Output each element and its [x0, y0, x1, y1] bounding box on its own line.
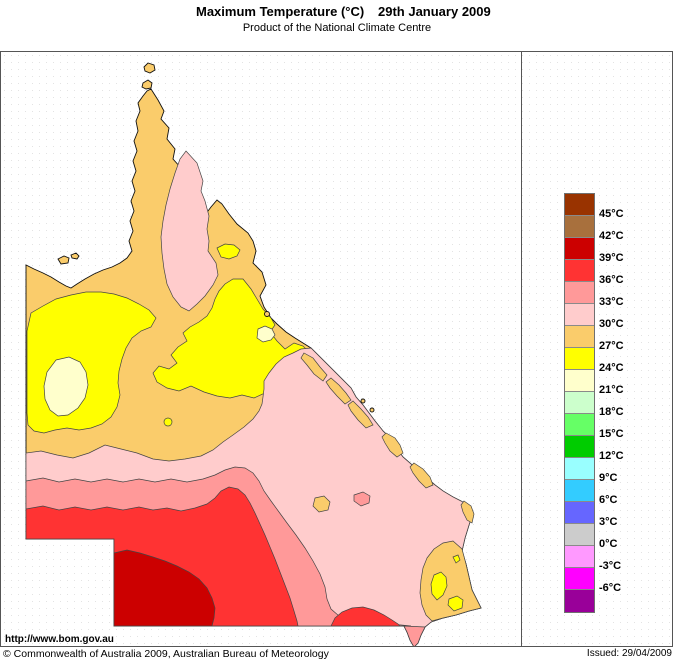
- legend-cell: [565, 436, 594, 458]
- legend-panel: 45°C 42°C 39°C 36°C 33°C 30°C 27°C 24°C 21°C 18°C…: [521, 51, 673, 647]
- legend-cell: [565, 216, 594, 238]
- legend-label: 21°C: [599, 384, 624, 396]
- legend-label: 18°C: [599, 406, 624, 418]
- zone-24-27-dot: [163, 417, 173, 427]
- legend-cell: [565, 524, 594, 546]
- legend-label: 6°C: [599, 494, 618, 506]
- zone-27-30-southeast-corner: [419, 540, 482, 622]
- zone-21-24-west-core: [43, 356, 89, 417]
- legend-cell: [565, 568, 594, 590]
- legend-cell: [565, 370, 594, 392]
- zone-27-30-inland-patch: [312, 495, 331, 513]
- zone-36-39-border-blob: [330, 606, 401, 627]
- legend-cell: [565, 348, 594, 370]
- legend-cell: [565, 414, 594, 436]
- zone-24-27-central: [152, 278, 311, 399]
- legend-label: -3°C: [599, 560, 622, 572]
- legend-label: 45°C: [599, 208, 624, 220]
- legend-label: -6°C: [599, 582, 622, 594]
- legend-label: 24°C: [599, 362, 624, 374]
- legend-cell: [565, 238, 594, 260]
- bom-url: http://www.bom.gov.au: [5, 634, 114, 645]
- zone-33-36-inland-patch: [353, 491, 371, 507]
- legend-label: 0°C: [599, 538, 618, 550]
- legend-cell: [565, 304, 594, 326]
- legend-cell: [565, 194, 594, 216]
- zone-24-27-patch-north: [216, 243, 241, 260]
- legend-label: 12°C: [599, 450, 624, 462]
- legend-label: 33°C: [599, 296, 624, 308]
- issued-date: Issued: 29/04/2009: [586, 648, 672, 659]
- coastal-island: [369, 407, 375, 413]
- legend-cell: [565, 260, 594, 282]
- legend-label: 3°C: [599, 516, 618, 528]
- legend-label: 9°C: [599, 472, 618, 484]
- zone-27-30-coast-patch: [347, 400, 374, 429]
- torres-strait-island: [143, 62, 156, 74]
- legend-cell: [565, 502, 594, 524]
- copyright-text: © Commonwealth of Australia 2009, Austra…: [3, 648, 329, 660]
- legend-cell: [565, 392, 594, 414]
- page-title: Maximum Temperature (°C): [196, 4, 365, 19]
- zone-27-30-coast-patch: [409, 462, 434, 489]
- coastal-island: [264, 311, 270, 317]
- legend-cell: [565, 590, 594, 612]
- zone-30-33-cape-york: [160, 150, 219, 312]
- legend-label: 36°C: [599, 274, 624, 286]
- zone-24-27-se-patch: [452, 554, 461, 564]
- legend-labels: 45°C 42°C 39°C 36°C 33°C 30°C 27°C 24°C 21°C 18°C…: [599, 193, 669, 633]
- panel-divider: [521, 51, 522, 647]
- zone-36-39-southwest: [25, 486, 299, 627]
- gulf-island: [70, 252, 80, 260]
- legend-cell: [565, 326, 594, 348]
- map-frame: [0, 51, 673, 647]
- coastal-island: [360, 398, 366, 404]
- gulf-island: [57, 255, 70, 265]
- legend-cell: [565, 458, 594, 480]
- zone-27-30-coast-patch: [325, 377, 352, 405]
- zone-24-27-se-patch: [430, 571, 448, 601]
- legend-label: 39°C: [599, 252, 624, 264]
- zone-21-24-tablelands: [256, 325, 276, 343]
- legend-bar: [564, 193, 595, 613]
- legend-cell: [565, 480, 594, 502]
- zone-39-42-southwest: [113, 549, 216, 627]
- legend-cell: [565, 546, 594, 568]
- legend-cell: [565, 282, 594, 304]
- legend-label: 27°C: [599, 340, 624, 352]
- legend-label: 42°C: [599, 230, 624, 242]
- zone-27-30-coast-patch: [460, 500, 475, 524]
- zone-33-36-border-tip: [403, 625, 426, 646]
- page-subtitle: Product of the National Climate Centre: [242, 22, 432, 34]
- zone-27-30-coast-patch: [300, 352, 328, 382]
- torres-strait-island: [141, 79, 153, 90]
- map-date: 29th January 2009: [378, 4, 491, 19]
- zone-24-27-se-patch: [447, 595, 464, 612]
- zone-27-30-coast-patch: [381, 432, 404, 458]
- queensland-temperature-map: [25, 62, 482, 646]
- legend-label: 15°C: [599, 428, 624, 440]
- legend-label: 30°C: [599, 318, 624, 330]
